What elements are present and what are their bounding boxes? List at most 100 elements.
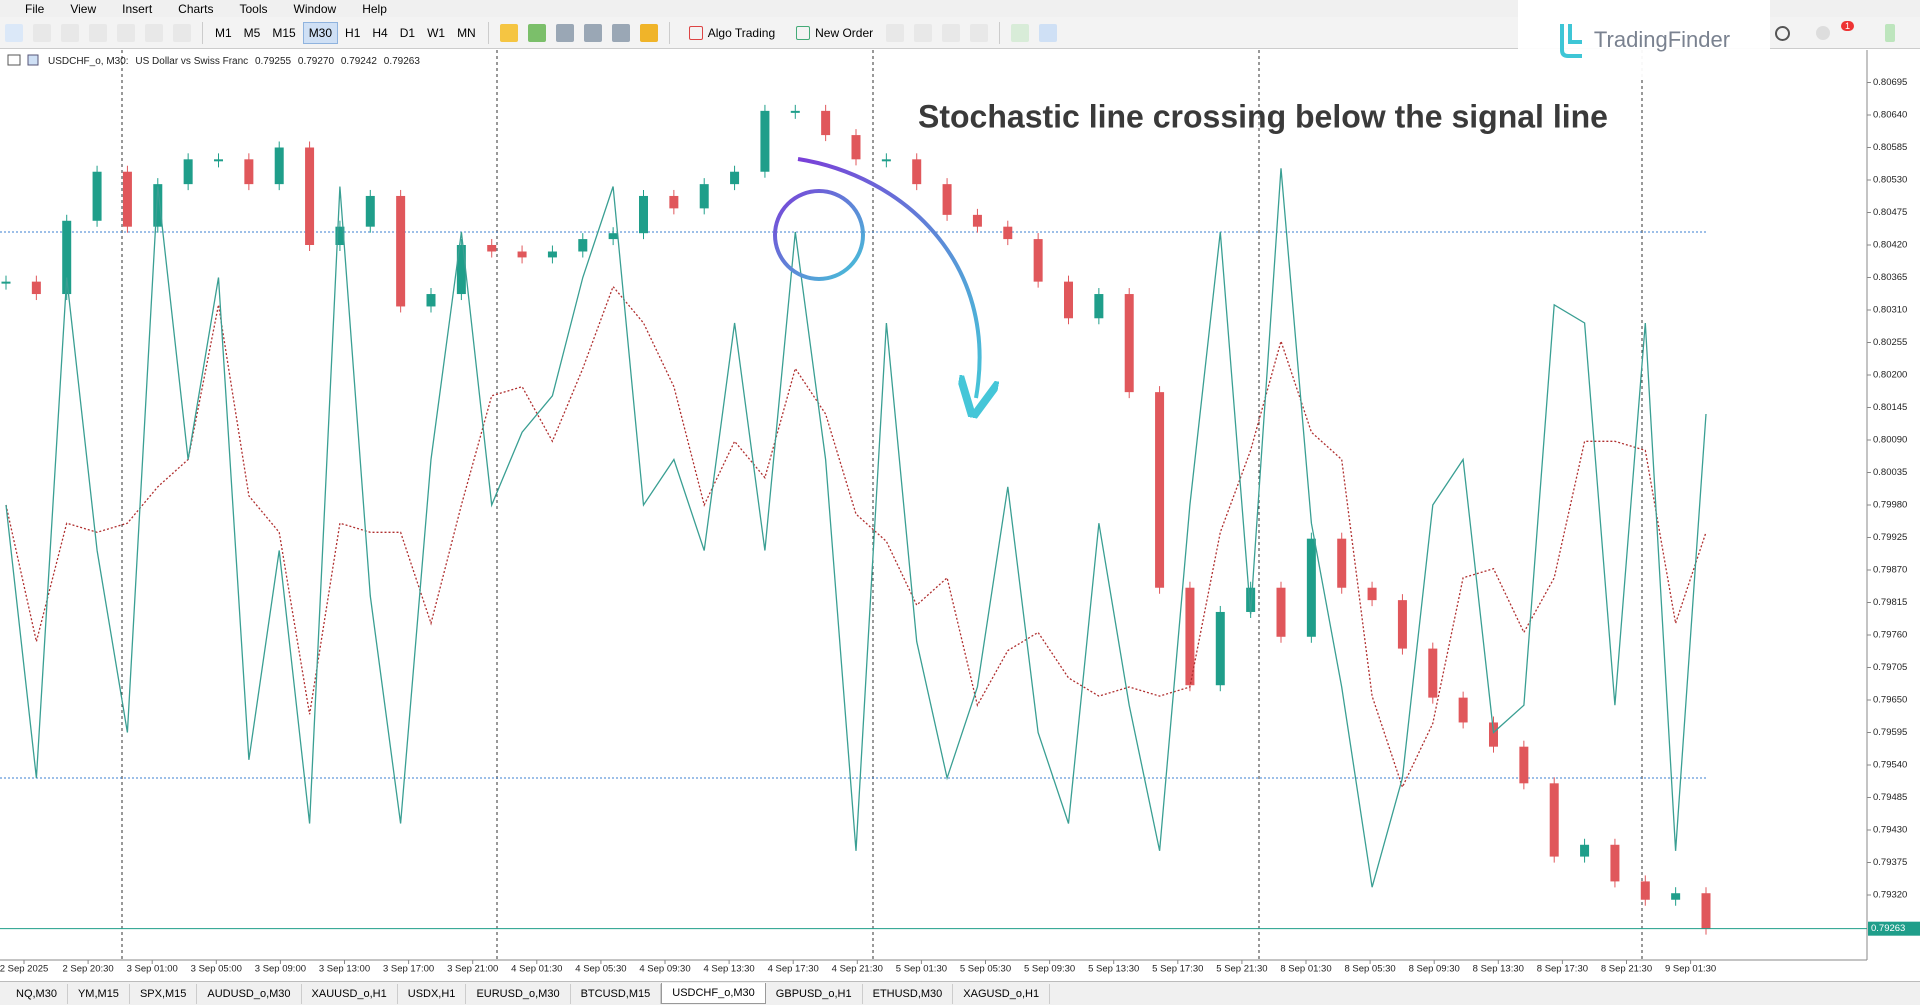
menu-item[interactable]: File <box>25 1 45 16</box>
toolbar-icon[interactable] <box>886 23 905 42</box>
button-icon <box>688 25 703 40</box>
toolbar-icon[interactable] <box>89 23 107 42</box>
x-tick-label: 8 Sep 01:30 <box>1280 964 1331 975</box>
timeframe-button[interactable]: M15 <box>272 25 296 40</box>
candle <box>305 147 315 245</box>
annotation-arrow <box>797 157 980 398</box>
x-tick-label: 3 Sep 13:00 <box>319 964 370 975</box>
menu-item[interactable]: Help <box>362 1 387 16</box>
timeframe-button[interactable]: M1 <box>215 25 232 40</box>
x-tick-label: 2 Sep 20:30 <box>62 964 113 975</box>
day-separators <box>121 50 1643 960</box>
menu-item[interactable]: Charts <box>178 1 214 16</box>
toolbar-icon[interactable] <box>555 23 574 42</box>
x-tick-label: 5 Sep 09:30 <box>1024 964 1075 975</box>
toolbar-icon[interactable] <box>145 23 163 42</box>
candle <box>456 245 466 295</box>
signal-icon[interactable] <box>1885 24 1895 42</box>
symbol-tab[interactable]: AUDUSD_o,M30 <box>197 983 302 1004</box>
toolbar-icon[interactable] <box>33 23 51 42</box>
candle <box>578 239 588 252</box>
toolbar-icon[interactable] <box>639 23 658 42</box>
candle <box>92 171 102 221</box>
button-label: New Order <box>815 25 874 40</box>
y-tick-label: 0.80090 <box>1873 435 1907 446</box>
symbol-tab[interactable]: NQ,M30 <box>6 983 68 1004</box>
candle <box>1215 611 1225 686</box>
symbol-tab[interactable]: XAUUSD_o,H1 <box>302 983 398 1004</box>
toolbar-icon[interactable] <box>117 23 135 42</box>
x-tick-label: 8 Sep 09:30 <box>1409 964 1460 975</box>
y-tick-label: 0.79375 <box>1873 857 1907 868</box>
search-icon[interactable] <box>1774 25 1790 41</box>
candle <box>1701 893 1711 929</box>
toolbar-icon[interactable] <box>499 23 518 42</box>
button-icon <box>796 25 811 40</box>
candle <box>730 171 740 185</box>
candle <box>608 233 618 240</box>
menu-item[interactable]: Tools <box>239 1 268 16</box>
symbol-tab[interactable]: ETHUSD,M30 <box>863 983 954 1004</box>
menu-item[interactable]: Window <box>293 1 337 16</box>
symbol-tab[interactable]: BTCUSD,M15 <box>571 983 662 1004</box>
toolbar-icon[interactable] <box>942 23 961 42</box>
y-tick-label: 0.80035 <box>1873 467 1907 478</box>
y-tick-label: 0.80695 <box>1873 77 1907 88</box>
timeframe-button[interactable]: H1 <box>345 25 361 40</box>
tab-bar: NQ,M30 YM,M15 SPX,M15 AUDUSD_o,M30 XAUUSD_o,… <box>0 981 1920 1005</box>
button-label: Algo Trading <box>707 25 776 40</box>
symbol-tab[interactable]: GBPUSD_o,H1 <box>766 983 863 1004</box>
current-price-label: 0.79263 <box>1871 923 1905 934</box>
chart-header: USDCHF_o, M30: US Dollar vs Swiss Franc … <box>48 56 420 67</box>
symbol-tab[interactable]: USDX,H1 <box>398 983 467 1004</box>
candle <box>244 159 254 185</box>
notifications-icon[interactable] <box>1815 26 1830 40</box>
timeframe-button[interactable]: D1 <box>399 25 416 40</box>
candle <box>1064 281 1073 319</box>
stochastic-signal-line <box>5 285 1707 789</box>
candle <box>972 214 982 227</box>
toolbar-icon[interactable] <box>173 23 191 42</box>
y-tick-label: 0.79705 <box>1873 662 1907 673</box>
timeframe-button[interactable]: MN <box>457 25 476 40</box>
toolbar-button[interactable]: New Order <box>791 25 874 40</box>
toolbar-icon[interactable] <box>611 23 630 42</box>
candle <box>1 281 11 284</box>
candle <box>1640 881 1650 900</box>
candle <box>1367 587 1377 601</box>
symbol-tab[interactable]: EURUSD_o,M30 <box>466 983 571 1004</box>
x-tick-label: 5 Sep 17:30 <box>1152 964 1203 975</box>
x-tick-label: 5 Sep 05:30 <box>960 964 1011 975</box>
toolbar-icon[interactable] <box>61 23 79 42</box>
timeframe-button[interactable]: H4 <box>372 25 388 40</box>
x-tick-label: 8 Sep 21:30 <box>1601 964 1652 975</box>
symbol-tab[interactable]: XAGUSD_o,H1 <box>953 983 1051 1004</box>
toolbar-icon[interactable] <box>527 23 546 42</box>
toolbar-icon[interactable] <box>970 23 989 42</box>
toolbar-icon[interactable] <box>914 23 933 42</box>
candle <box>517 251 527 258</box>
x-tick-label: 5 Sep 01:30 <box>896 964 947 975</box>
symbol-tab[interactable]: SPX,M15 <box>130 983 198 1004</box>
symbol-tab[interactable]: YM,M15 <box>68 983 130 1004</box>
y-tick-label: 0.79595 <box>1873 727 1907 738</box>
toolbar-button[interactable]: Algo Trading <box>684 25 776 40</box>
candle <box>942 184 952 215</box>
x-tick-label: 4 Sep 17:30 <box>768 964 819 975</box>
symbol-tab[interactable]: USDCHF_o,M30 <box>661 983 766 1004</box>
candle <box>274 147 284 185</box>
toolbar-icon[interactable] <box>1011 23 1030 42</box>
timeframe-button[interactable]: M5 <box>243 25 261 40</box>
timeframe-button[interactable]: W1 <box>427 25 446 40</box>
y-tick-label: 0.80145 <box>1873 402 1907 413</box>
candle <box>1306 538 1316 637</box>
menu-item[interactable]: View <box>70 1 97 16</box>
low: 0.79242 <box>341 56 378 67</box>
timeframe-button[interactable]: M30 <box>302 21 339 44</box>
x-tick-label: 3 Sep 05:00 <box>191 964 242 975</box>
toolbar-icon[interactable] <box>1039 23 1058 42</box>
toolbar-icon[interactable] <box>583 23 602 42</box>
menu-item[interactable]: Insert <box>122 1 153 16</box>
toolbar-icon[interactable] <box>5 23 23 42</box>
